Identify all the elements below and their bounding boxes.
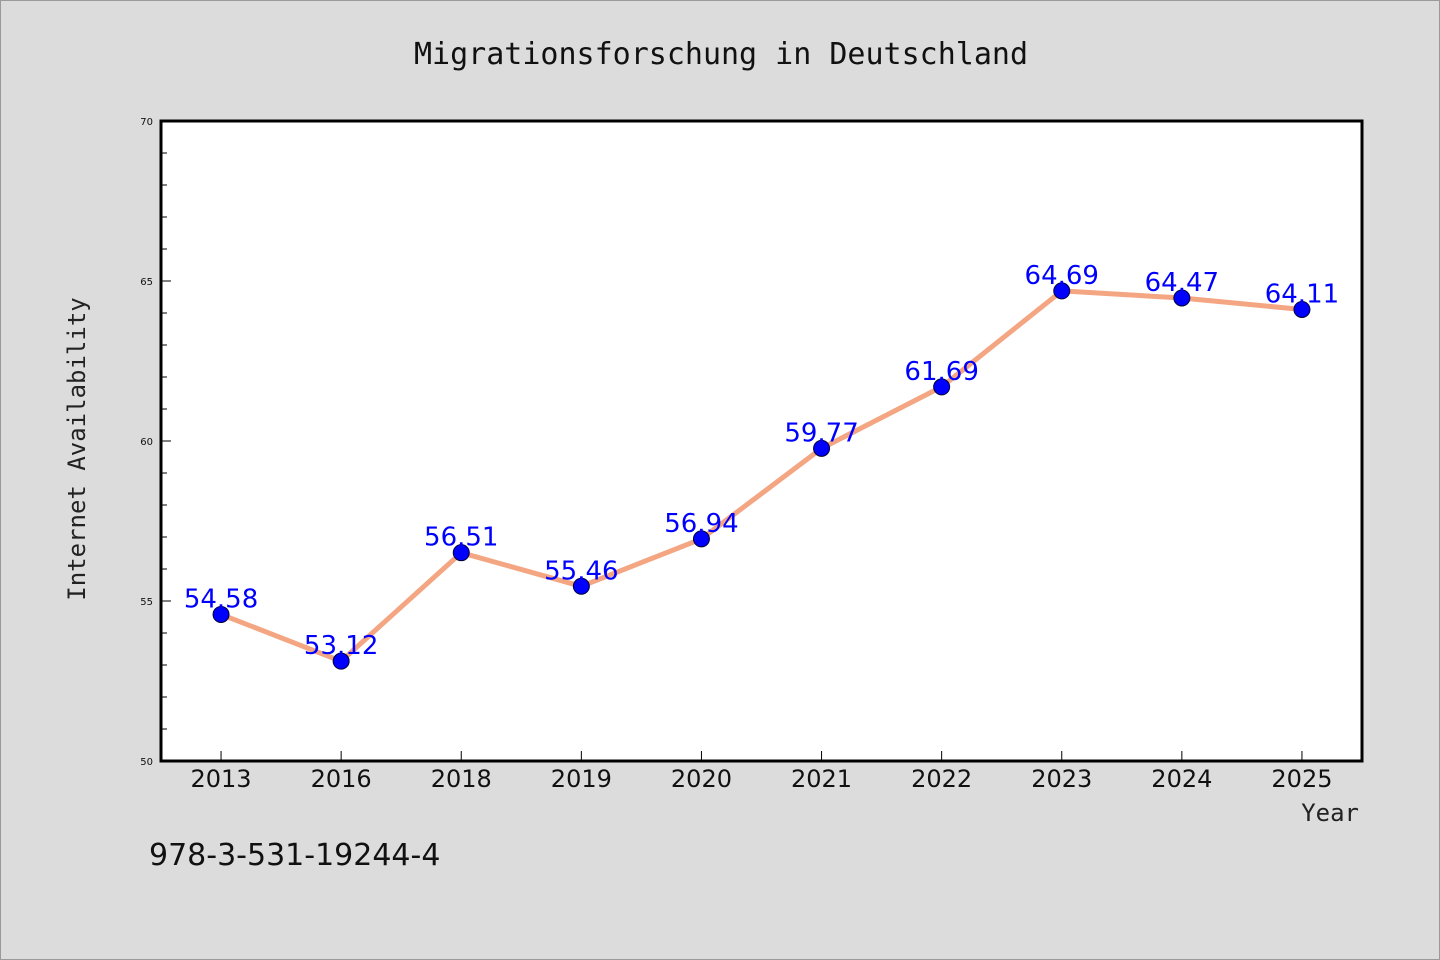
data-label: 64.47 bbox=[1145, 268, 1219, 298]
data-point bbox=[1293, 300, 1311, 318]
data-label: 56.94 bbox=[664, 509, 738, 539]
data-label: 56.51 bbox=[424, 523, 498, 553]
y-tick-label: 65 bbox=[140, 277, 153, 288]
y-tick-label: 70 bbox=[140, 117, 153, 128]
x-axis-ticks: 2013 2016 2018 2019 2020 2021 2022 2023 2024 2025 bbox=[191, 751, 1332, 793]
x-tick-label: 2019 bbox=[551, 765, 612, 793]
data-label: 64.11 bbox=[1265, 279, 1339, 309]
data-point bbox=[933, 378, 951, 396]
x-tick-label: 2016 bbox=[311, 765, 372, 793]
x-tick-label: 2020 bbox=[671, 765, 732, 793]
data-label: 53.12 bbox=[304, 631, 378, 661]
x-tick-label: 2024 bbox=[1151, 765, 1212, 793]
data-label: 55.46 bbox=[544, 556, 618, 586]
x-tick-label: 2022 bbox=[911, 765, 972, 793]
data-point bbox=[452, 544, 470, 562]
data-point bbox=[692, 530, 710, 548]
x-tick-label: 2021 bbox=[791, 765, 852, 793]
x-tick-label: 2023 bbox=[1031, 765, 1092, 793]
data-point bbox=[813, 439, 831, 457]
data-label: 61.69 bbox=[904, 357, 978, 387]
data-point bbox=[332, 652, 350, 670]
x-tick-label: 2013 bbox=[191, 765, 252, 793]
x-tick-label: 2025 bbox=[1271, 765, 1332, 793]
y-axis-label: Internet Availability bbox=[63, 297, 91, 600]
isbn-text: 978-3-531-19244-4 bbox=[149, 838, 440, 873]
chart-title: Migrationsforschung in Deutschland bbox=[414, 37, 1028, 72]
plot-frame bbox=[159, 119, 1364, 763]
y-tick-label: 55 bbox=[140, 597, 153, 608]
x-axis-label: Year bbox=[1301, 799, 1359, 827]
x-tick-label: 2018 bbox=[431, 765, 492, 793]
plot-area bbox=[161, 121, 1362, 761]
data-label: 54.58 bbox=[184, 584, 258, 614]
data-point bbox=[1173, 289, 1191, 307]
data-point bbox=[1053, 282, 1071, 300]
data-label: 59.77 bbox=[784, 418, 858, 448]
data-point bbox=[572, 577, 590, 595]
series-line bbox=[218, 288, 1305, 664]
data-label: 64.69 bbox=[1025, 261, 1099, 291]
y-tick-label: 60 bbox=[140, 437, 153, 448]
y-tick-label: 50 bbox=[140, 757, 153, 768]
data-series: 54.58 53.12 56.51 55.46 56.94 59.77 61.69 64.69… bbox=[184, 261, 1339, 670]
data-point bbox=[212, 605, 230, 623]
